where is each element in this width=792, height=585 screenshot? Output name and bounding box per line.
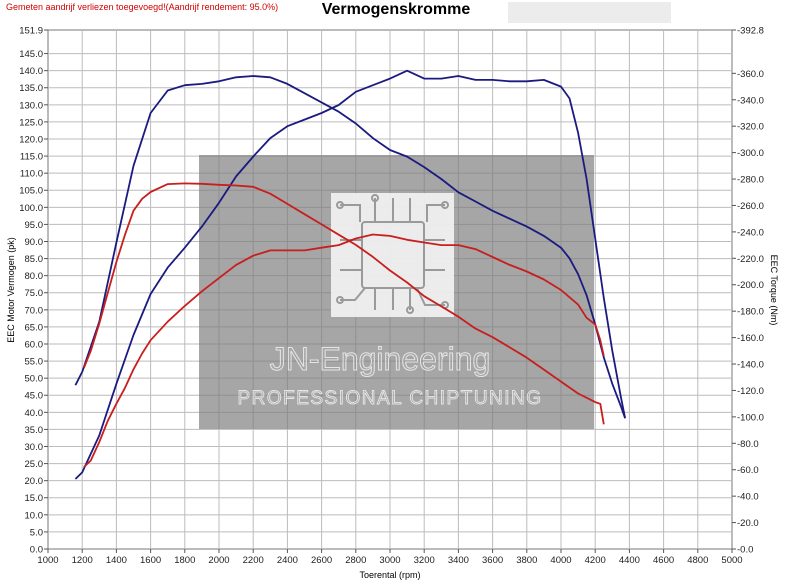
y-tick-label: 120.0 (19, 134, 43, 145)
y-tick-label: 15.0 (25, 493, 44, 504)
x-tick-label: 2800 (345, 555, 366, 566)
series-line-4 (83, 233, 605, 468)
x-tick-label: 4400 (619, 555, 640, 566)
y-tick-label: 20.0 (25, 476, 44, 487)
curves (74, 69, 626, 480)
x-tick-label: 1200 (72, 555, 93, 566)
y-tick-label: 110.0 (20, 169, 43, 180)
x-axis-label: Toerental (rpm) (359, 570, 420, 580)
title-panel (508, 2, 671, 23)
x-tick-label: 1000 (37, 555, 58, 566)
y2-tick-label: -240.0 (737, 227, 764, 238)
y-tick-label: 35.0 (25, 425, 44, 436)
y-tick-label: 130.0 (19, 100, 43, 111)
x-tick-label: 2400 (277, 555, 298, 566)
x-tick-label: 4800 (687, 555, 708, 566)
y-tick-label: 0.0 (30, 545, 43, 556)
x-tick-label: 3800 (516, 555, 537, 566)
x-tick-label: 1800 (174, 555, 195, 566)
y2-tick-label: -20.0 (737, 518, 759, 529)
y2-tick-label: -320.0 (737, 122, 764, 133)
y2-tick-label: -180.0 (737, 307, 764, 318)
x-tick-label: 3200 (414, 555, 435, 566)
x-tick-label: 5000 (721, 555, 742, 566)
y2-tick-label: -120.0 (737, 386, 764, 397)
y-tick-label: 100.0 (19, 203, 43, 214)
x-tick-label: 4200 (585, 555, 606, 566)
y2-tick-label: -300.0 (737, 148, 764, 159)
y-tick-label: 145.0 (19, 49, 43, 60)
x-tick-label: 1400 (106, 555, 127, 566)
y-tick-label: 80.0 (25, 271, 44, 282)
watermark: JN-Engineering PROFESSIONAL CHIPTUNING (199, 155, 594, 429)
y-tick-label: 135.0 (19, 83, 43, 94)
y2-tick-label: -60.0 (737, 465, 759, 476)
chart-title: Vermogenskromme (321, 1, 471, 18)
y2-tick-label: -100.0 (737, 412, 764, 423)
series-line-1 (74, 75, 626, 419)
y-tick-label: 65.0 (25, 322, 44, 333)
y-tick-label: 25.0 (25, 459, 44, 470)
y2-tick-label: -80.0 (737, 439, 759, 450)
x-tick-label: 4000 (550, 555, 571, 566)
y-tick-label: 75.0 (25, 288, 44, 299)
y2-tick-label: -0.0 (737, 545, 753, 556)
watermark-brand: JN-Engineering (270, 341, 491, 377)
y2-tick-label: -360.0 (737, 69, 764, 80)
y2-tick-label: -40.0 (737, 492, 759, 503)
watermark-tagline: PROFESSIONAL CHIPTUNING (237, 388, 542, 409)
y-tick-label: 140.0 (19, 66, 43, 77)
y-tick-label: 10.0 (25, 510, 44, 521)
y2-tick-label: -200.0 (737, 280, 764, 291)
y2-tick-label: -392.8 (737, 26, 764, 37)
series-line-3 (83, 182, 605, 425)
x-tick-label: 3400 (448, 555, 469, 566)
y2-tick-label: -260.0 (737, 201, 764, 212)
y2-tick-label: -220.0 (737, 254, 764, 265)
series-line-2 (74, 69, 626, 480)
axis-ticks: 1000 1200 1400 1600 1800 2000 2200 2400 2600 2800… (19, 26, 764, 567)
y-tick-label: 151.9 (19, 26, 43, 37)
y2-tick-label: -140.0 (737, 360, 764, 371)
y-axis-label: EEC Motor Vermogen (pk) (6, 237, 16, 343)
y-tick-label: 95.0 (25, 220, 44, 231)
x-tick-label: 3600 (482, 555, 503, 566)
x-tick-label: 1600 (140, 555, 161, 566)
x-tick-label: 2000 (208, 555, 229, 566)
y-tick-label: 115.0 (20, 152, 43, 163)
x-tick-label: 2200 (243, 555, 264, 566)
y-tick-label: 105.0 (19, 186, 43, 197)
y-tick-label: 90.0 (25, 237, 44, 248)
x-tick-label: 2600 (311, 555, 332, 566)
x-tick-label: 4600 (653, 555, 674, 566)
y2-tick-label: -340.0 (737, 95, 764, 106)
y-tick-label: 125.0 (19, 117, 43, 128)
y2-tick-label: -160.0 (737, 333, 764, 344)
x-tick-label: 3000 (379, 555, 400, 566)
y2-axis-label: EEC Torque (Nm) (769, 255, 779, 326)
y-tick-label: 70.0 (25, 305, 44, 316)
y-tick-label: 40.0 (25, 408, 44, 419)
y-tick-label: 30.0 (25, 442, 44, 453)
y-tick-label: 50.0 (25, 374, 44, 385)
y2-tick-label: -280.0 (737, 175, 764, 186)
y-tick-label: 5.0 (30, 527, 43, 538)
y-tick-label: 60.0 (25, 339, 44, 350)
y-tick-label: 45.0 (25, 391, 44, 402)
drive-loss-note: Gemeten aandrijf verliezen toegevoegd!(A… (6, 2, 279, 12)
y-tick-label: 85.0 (25, 254, 44, 265)
y-tick-label: 55.0 (25, 357, 44, 368)
